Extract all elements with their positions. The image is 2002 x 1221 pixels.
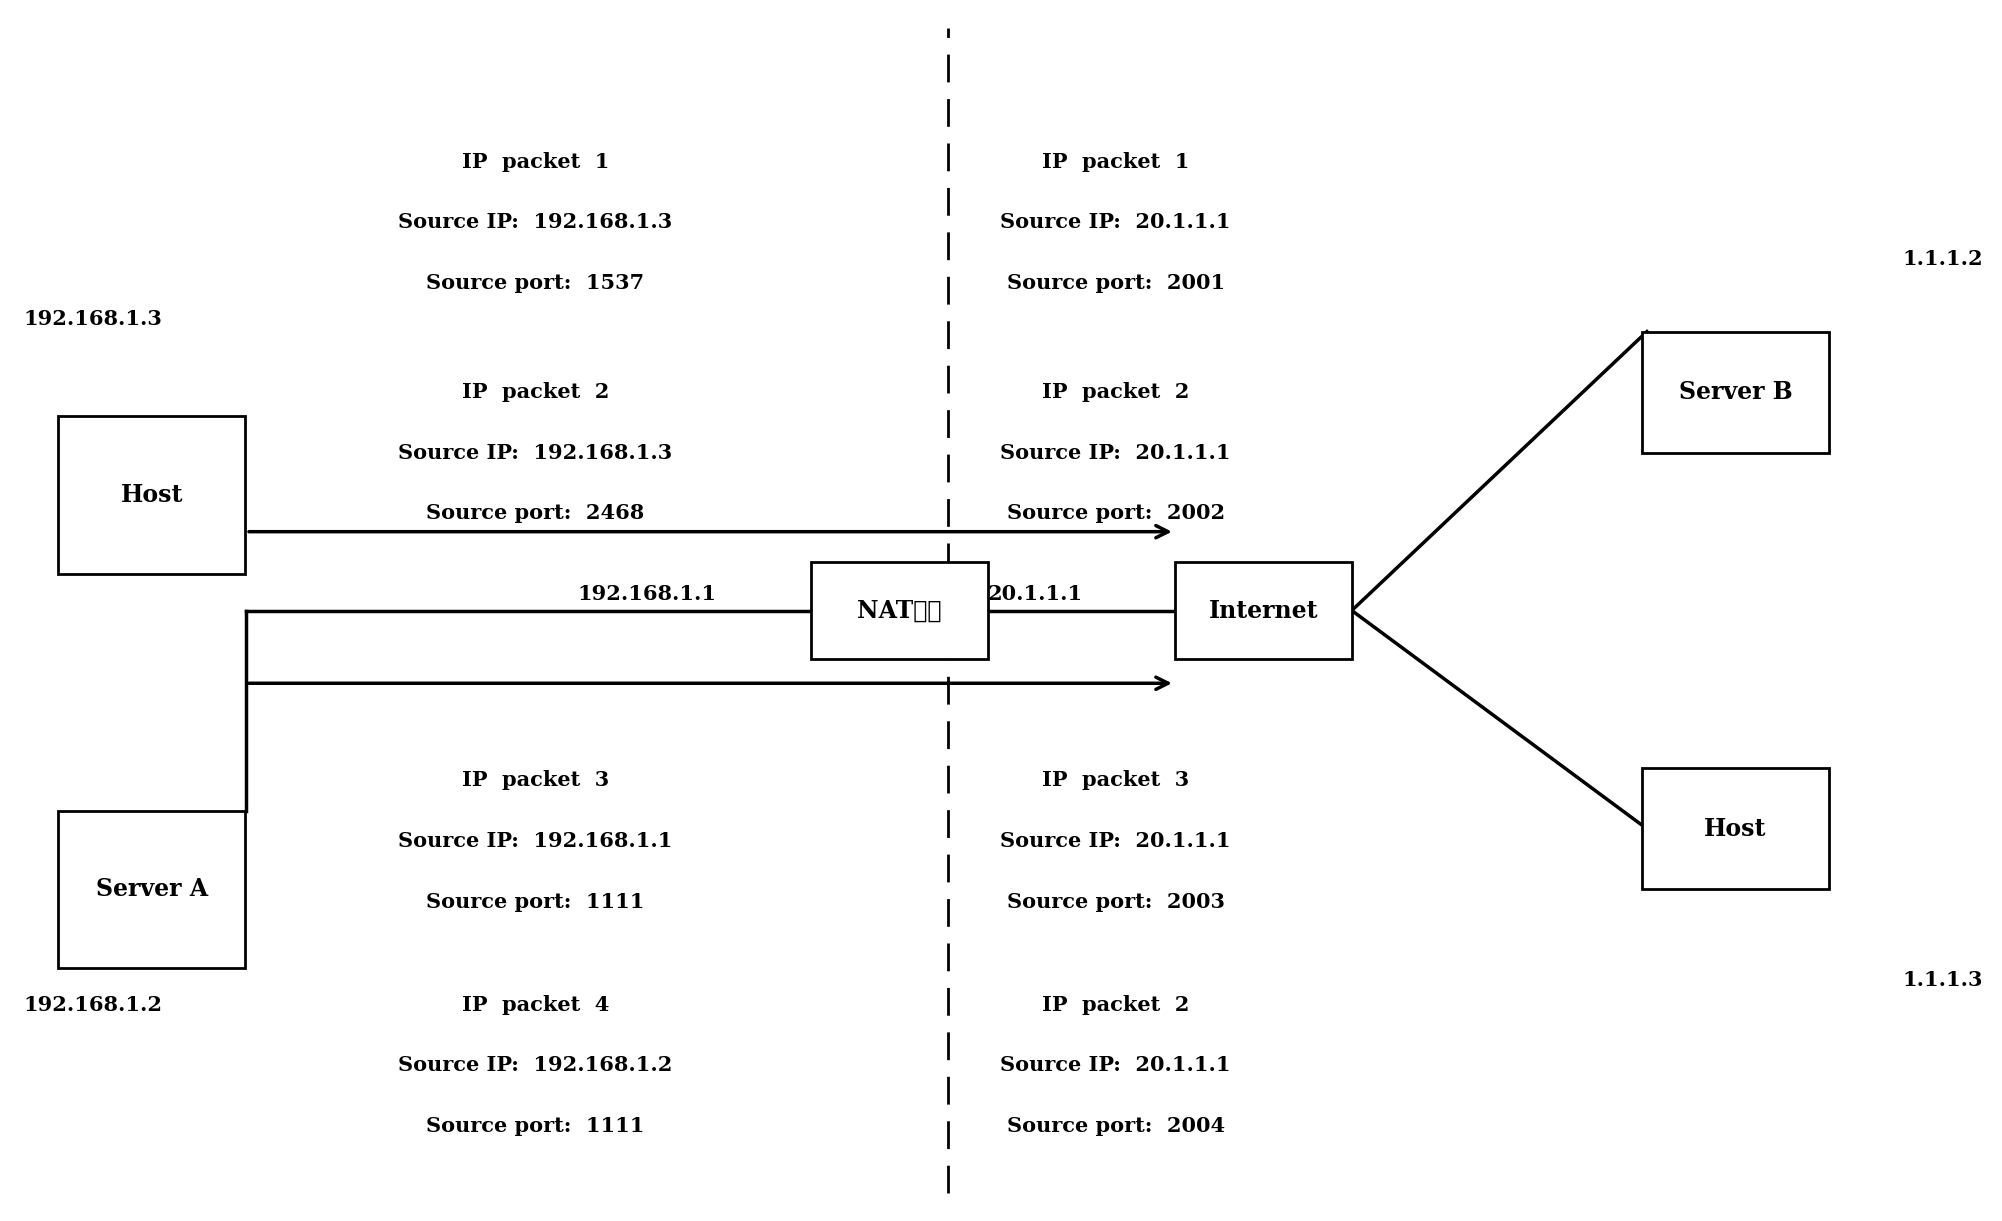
Text: NAT设备: NAT设备 (857, 598, 941, 623)
Text: Server A: Server A (96, 878, 208, 901)
FancyBboxPatch shape (58, 811, 244, 968)
Text: Source port:  2002: Source port: 2002 (1007, 503, 1225, 524)
Text: Host: Host (1704, 817, 1766, 841)
Text: Source port:  2001: Source port: 2001 (1007, 274, 1225, 293)
Text: IP  packet  3: IP packet 3 (1043, 770, 1189, 790)
Text: IP  packet  4: IP packet 4 (462, 995, 609, 1015)
Text: Host: Host (120, 484, 182, 507)
Text: 1.1.1.2: 1.1.1.2 (1902, 249, 1984, 269)
FancyBboxPatch shape (58, 416, 244, 574)
FancyBboxPatch shape (1642, 332, 1830, 453)
Text: IP  packet  1: IP packet 1 (1041, 151, 1189, 172)
Text: Source port:  2004: Source port: 2004 (1007, 1116, 1225, 1136)
Text: 1.1.1.3: 1.1.1.3 (1902, 971, 1984, 990)
Text: 192.168.1.2: 192.168.1.2 (24, 995, 162, 1015)
Text: Source port:  1111: Source port: 1111 (426, 1116, 645, 1136)
Text: Source IP:  192.168.1.1: Source IP: 192.168.1.1 (398, 832, 673, 851)
Text: 192.168.1.1: 192.168.1.1 (577, 584, 717, 603)
Text: IP  packet  2: IP packet 2 (1041, 382, 1189, 402)
Text: 20.1.1.1: 20.1.1.1 (987, 584, 1083, 603)
Text: IP  packet  2: IP packet 2 (462, 382, 609, 402)
Text: Source IP:  192.168.1.3: Source IP: 192.168.1.3 (398, 443, 673, 463)
FancyBboxPatch shape (1175, 562, 1351, 659)
Text: Source port:  2468: Source port: 2468 (426, 503, 645, 524)
Text: Server B: Server B (1678, 380, 1792, 404)
Text: Source IP:  20.1.1.1: Source IP: 20.1.1.1 (1001, 443, 1231, 463)
Text: IP  packet  1: IP packet 1 (462, 151, 609, 172)
Text: Source IP:  192.168.1.2: Source IP: 192.168.1.2 (398, 1055, 673, 1076)
Text: 192.168.1.3: 192.168.1.3 (24, 309, 162, 330)
Text: Source IP:  192.168.1.3: Source IP: 192.168.1.3 (398, 212, 673, 232)
Text: Source port:  2003: Source port: 2003 (1007, 891, 1225, 912)
Text: Source IP:  20.1.1.1: Source IP: 20.1.1.1 (1001, 832, 1231, 851)
Text: IP  packet  3: IP packet 3 (462, 770, 609, 790)
FancyBboxPatch shape (811, 562, 987, 659)
FancyBboxPatch shape (1642, 768, 1830, 889)
Text: IP  packet  2: IP packet 2 (1041, 995, 1189, 1015)
Text: Source IP:  20.1.1.1: Source IP: 20.1.1.1 (1001, 1055, 1231, 1076)
Text: Source port:  1111: Source port: 1111 (426, 891, 645, 912)
Text: Internet: Internet (1209, 598, 1317, 623)
Text: Source port:  1537: Source port: 1537 (426, 274, 645, 293)
Text: Source IP:  20.1.1.1: Source IP: 20.1.1.1 (1001, 212, 1231, 232)
